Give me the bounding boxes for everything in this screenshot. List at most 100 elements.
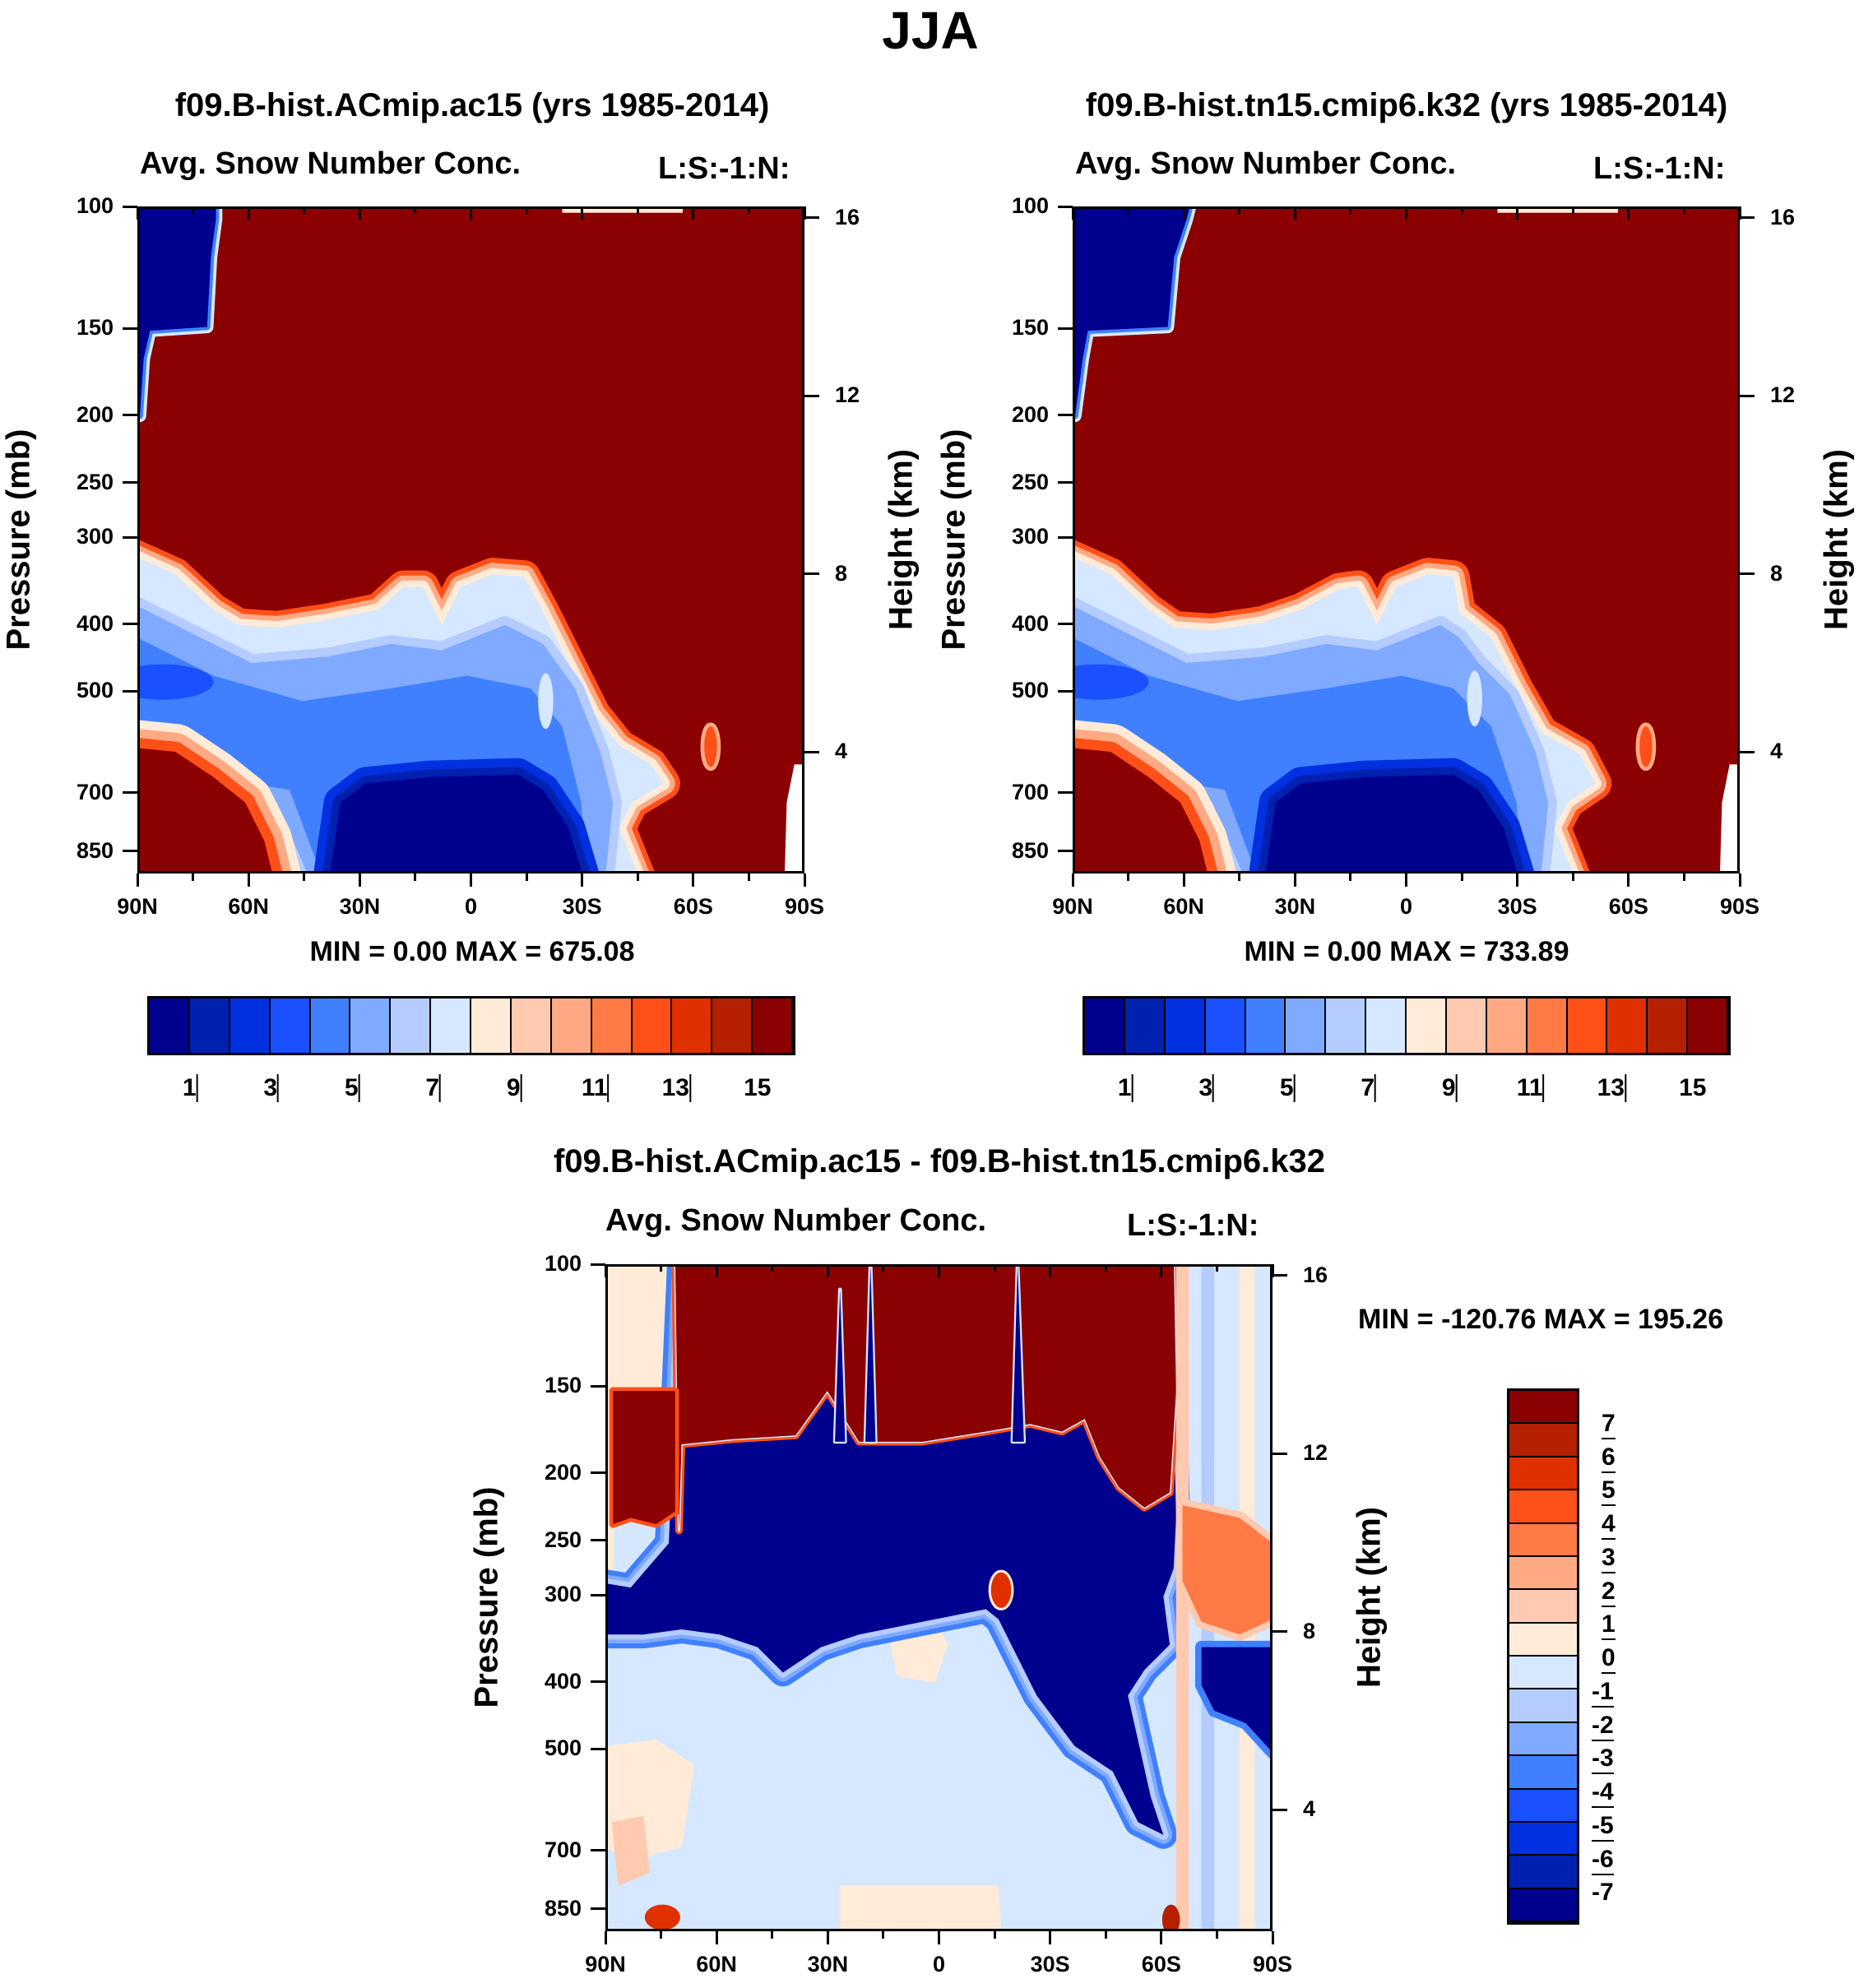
panel-1-minmax: MIN = 0.00 MAX = 675.08 bbox=[309, 936, 635, 967]
colorbar-label: 6 bbox=[1602, 1444, 1616, 1473]
y2-tick-label: 12 bbox=[1303, 1440, 1328, 1466]
negative-region-right bbox=[1201, 1647, 1273, 1753]
x-tick-mark bbox=[247, 874, 250, 887]
colorbar-swatch bbox=[1509, 1457, 1577, 1491]
x-tick-mark-top bbox=[715, 1264, 718, 1277]
panel-3-colorbar: 7 6 5 4 3 2 1 0 -1 -2 -3 -4 -5 -6 -7 bbox=[1507, 1388, 1616, 1925]
y-tick-label: 250 bbox=[544, 1527, 582, 1552]
colorbar-label: 15 bbox=[744, 1074, 772, 1101]
y-tick-label: 500 bbox=[1011, 678, 1049, 703]
y-tick-mark bbox=[123, 205, 137, 208]
x-tick-mark-top bbox=[938, 1264, 940, 1277]
colorbar-swatch bbox=[150, 999, 190, 1053]
y2-tick-mark bbox=[1273, 1274, 1287, 1277]
colorbar-swatch bbox=[511, 999, 552, 1053]
positive-region-left bbox=[613, 1391, 675, 1525]
contour-edge-band bbox=[137, 206, 220, 419]
x-tick-label: 0 bbox=[464, 894, 478, 919]
x-tick-mark bbox=[826, 1931, 829, 1944]
x-tick-mark bbox=[1405, 874, 1407, 887]
panel-3-subtitle: Avg. Snow Number Conc. bbox=[605, 1203, 987, 1238]
positive-patch bbox=[644, 1904, 680, 1930]
x-tick-mark-top bbox=[636, 206, 639, 214]
panel-1-title: f09.B-hist.ACmip.ac15 (yrs 1985-2014) bbox=[174, 87, 770, 123]
y2-tick-label: 16 bbox=[835, 204, 860, 229]
panel-1-subtitle: Avg. Snow Number Conc. bbox=[140, 146, 522, 181]
colorbar-swatch bbox=[1509, 1689, 1577, 1723]
negative-spike bbox=[835, 1289, 846, 1442]
x-tick-label: 90S bbox=[1719, 894, 1760, 919]
x-tick-mark bbox=[1516, 874, 1519, 887]
colorbar-label: 11 bbox=[1516, 1074, 1545, 1102]
y-tick-label: 400 bbox=[544, 1668, 582, 1694]
x-tick-mark-top bbox=[747, 206, 750, 214]
y-tick-label: 400 bbox=[1011, 610, 1049, 636]
x-tick-mark-top bbox=[1293, 206, 1296, 220]
contour-band bbox=[1497, 206, 1618, 213]
x-tick-mark-top bbox=[525, 206, 528, 214]
panel-3-plot: 100 150 200 250 300 400 500 700 850 16 12 8 4 90N 60N 3… bbox=[469, 1251, 1388, 1976]
y2-tick-mark bbox=[1273, 1808, 1287, 1811]
colorbar-swatch bbox=[1688, 999, 1728, 1053]
x-tick-mark-top bbox=[1127, 206, 1130, 214]
colorbar-swatch bbox=[1509, 1789, 1577, 1823]
x-tick-mark bbox=[993, 1931, 996, 1939]
colorbar-label: 7 bbox=[1361, 1074, 1377, 1102]
x-tick-mark bbox=[636, 874, 639, 881]
x-tick-mark bbox=[581, 874, 584, 887]
colorbar-swatch bbox=[1509, 1391, 1577, 1425]
x-tick-mark bbox=[1049, 1931, 1052, 1944]
x-tick-mark-top bbox=[1104, 1264, 1107, 1272]
x-tick-mark bbox=[1571, 874, 1574, 881]
min-region-topleft bbox=[1073, 206, 1190, 416]
panel-3-minmax: MIN = -120.76 MAX = 195.26 bbox=[1358, 1304, 1724, 1335]
x-tick-mark bbox=[1215, 1931, 1218, 1939]
x-tick-label: 90N bbox=[1052, 894, 1093, 919]
x-tick-mark-top bbox=[1160, 1264, 1163, 1277]
colorbar-swatch bbox=[591, 999, 633, 1053]
x-tick-mark bbox=[1271, 1931, 1274, 1944]
y-tick-label: 200 bbox=[76, 401, 114, 427]
y-tick-label: 300 bbox=[544, 1582, 582, 1607]
colorbar-label: -1 bbox=[1592, 1678, 1614, 1708]
colorbar-label: 5 bbox=[1602, 1476, 1616, 1507]
panel-1-corner-label: L:S:-1:N: bbox=[658, 151, 790, 186]
x-tick-mark-top bbox=[303, 206, 306, 214]
colorbar-swatch bbox=[1509, 1556, 1577, 1591]
x-tick-mark bbox=[470, 874, 472, 887]
y2-tick-mark bbox=[804, 750, 819, 753]
x-tick-mark-top bbox=[1571, 206, 1574, 214]
x-tick-mark bbox=[1160, 1931, 1163, 1944]
colorbar-label: 0 bbox=[1602, 1644, 1616, 1674]
y2-tick-label: 8 bbox=[1303, 1618, 1316, 1643]
y-tick-mark bbox=[591, 1907, 605, 1911]
y-tick-mark bbox=[123, 623, 137, 626]
x-tick-mark-top bbox=[1738, 206, 1741, 220]
x-tick-mark-top bbox=[1271, 1264, 1274, 1277]
colorbar-label: 9 bbox=[506, 1074, 522, 1102]
y2-tick-label: 16 bbox=[1770, 204, 1796, 229]
y-tick-label: 700 bbox=[1011, 779, 1049, 804]
y-tick-label: 400 bbox=[76, 610, 114, 636]
x-tick-mark-top bbox=[1405, 206, 1407, 220]
y-tick-mark bbox=[1058, 623, 1073, 626]
colorbar-label: 7 bbox=[425, 1074, 442, 1102]
y-tick-mark bbox=[1058, 535, 1073, 539]
y2-tick-mark bbox=[804, 216, 819, 220]
y-tick-mark bbox=[1058, 689, 1073, 693]
min-region bbox=[1265, 774, 1518, 874]
colorbar-swatch bbox=[1509, 1657, 1577, 1690]
y2-tick-mark bbox=[1273, 1452, 1287, 1455]
y-tick-mark bbox=[591, 1747, 605, 1750]
y-tick-label: 150 bbox=[544, 1373, 582, 1398]
y-tick-mark bbox=[1058, 414, 1073, 417]
colorbar-swatch bbox=[350, 999, 392, 1053]
x-tick-mark-top bbox=[1071, 206, 1074, 220]
panel-1-plot: 100 150 200 250 300 400 500 700 850 16 12 8 4 90N 60N 3… bbox=[1, 193, 920, 919]
panel-2-corner-label: L:S:-1:N: bbox=[1593, 151, 1726, 186]
x-tick-label: 90N bbox=[585, 1952, 626, 1976]
y2-tick-label: 8 bbox=[835, 560, 848, 586]
x-tick-mark-top bbox=[192, 206, 195, 214]
x-tick-mark-top bbox=[1238, 206, 1241, 214]
missing-region bbox=[784, 764, 804, 874]
